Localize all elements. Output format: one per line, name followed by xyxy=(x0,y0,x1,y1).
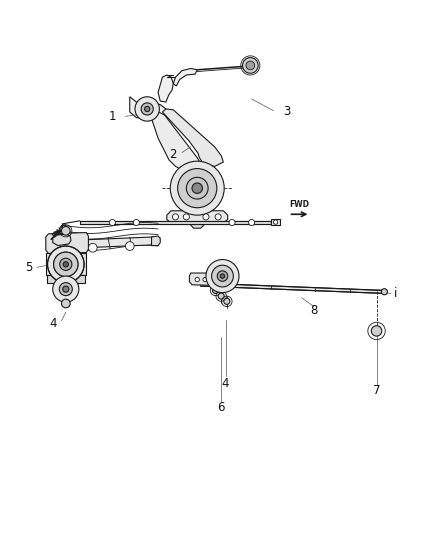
Circle shape xyxy=(135,97,159,121)
Polygon shape xyxy=(189,273,237,286)
Circle shape xyxy=(212,277,217,282)
Text: 1: 1 xyxy=(109,110,116,123)
Circle shape xyxy=(229,220,235,225)
Polygon shape xyxy=(173,68,197,86)
Text: 6: 6 xyxy=(217,401,225,415)
Circle shape xyxy=(60,258,72,270)
Circle shape xyxy=(63,262,68,267)
Circle shape xyxy=(61,299,70,308)
Text: FWD: FWD xyxy=(290,200,310,209)
Text: i: i xyxy=(394,287,397,300)
Circle shape xyxy=(381,289,388,295)
Circle shape xyxy=(186,177,208,199)
Circle shape xyxy=(88,244,97,252)
Circle shape xyxy=(141,103,153,115)
Text: 4: 4 xyxy=(222,377,229,390)
Circle shape xyxy=(170,161,224,215)
Text: 8: 8 xyxy=(310,304,318,317)
Circle shape xyxy=(273,220,278,224)
Circle shape xyxy=(53,252,78,277)
Circle shape xyxy=(59,282,72,296)
Circle shape xyxy=(203,277,207,282)
Circle shape xyxy=(206,260,239,293)
Text: 2: 2 xyxy=(170,148,177,161)
Polygon shape xyxy=(53,234,71,246)
Polygon shape xyxy=(191,223,204,228)
Circle shape xyxy=(203,214,209,220)
Circle shape xyxy=(173,214,179,220)
Circle shape xyxy=(133,220,139,225)
Circle shape xyxy=(60,258,72,270)
Circle shape xyxy=(212,265,233,287)
Text: FWD: FWD xyxy=(51,222,69,239)
Circle shape xyxy=(53,276,79,302)
Polygon shape xyxy=(47,275,85,283)
Circle shape xyxy=(145,107,150,111)
Polygon shape xyxy=(193,276,229,283)
Text: 7: 7 xyxy=(373,384,380,397)
Polygon shape xyxy=(152,111,202,173)
Circle shape xyxy=(63,262,68,267)
Polygon shape xyxy=(67,237,158,251)
Circle shape xyxy=(110,220,116,225)
Polygon shape xyxy=(130,97,166,118)
Circle shape xyxy=(178,168,217,208)
Circle shape xyxy=(63,286,69,292)
Circle shape xyxy=(212,287,219,294)
Circle shape xyxy=(125,241,134,251)
Circle shape xyxy=(61,227,70,235)
Circle shape xyxy=(220,274,225,278)
Polygon shape xyxy=(46,232,88,254)
Polygon shape xyxy=(158,75,173,102)
Circle shape xyxy=(371,326,382,336)
Polygon shape xyxy=(80,221,271,224)
Circle shape xyxy=(217,271,228,281)
Text: 4: 4 xyxy=(49,318,57,330)
Text: 5: 5 xyxy=(25,261,32,274)
Circle shape xyxy=(47,246,84,282)
Text: 3: 3 xyxy=(283,106,290,118)
Circle shape xyxy=(195,277,199,282)
Circle shape xyxy=(249,220,254,225)
Circle shape xyxy=(246,61,254,70)
Polygon shape xyxy=(152,236,160,246)
Polygon shape xyxy=(199,283,385,294)
Polygon shape xyxy=(271,219,280,225)
Circle shape xyxy=(218,293,224,299)
Circle shape xyxy=(226,277,230,282)
Circle shape xyxy=(243,58,258,73)
Circle shape xyxy=(53,252,78,277)
Polygon shape xyxy=(191,276,236,283)
Circle shape xyxy=(184,214,189,220)
Polygon shape xyxy=(167,211,228,223)
Polygon shape xyxy=(46,254,86,275)
Circle shape xyxy=(192,183,202,193)
Circle shape xyxy=(215,214,221,220)
Polygon shape xyxy=(162,109,223,166)
Circle shape xyxy=(224,298,230,304)
